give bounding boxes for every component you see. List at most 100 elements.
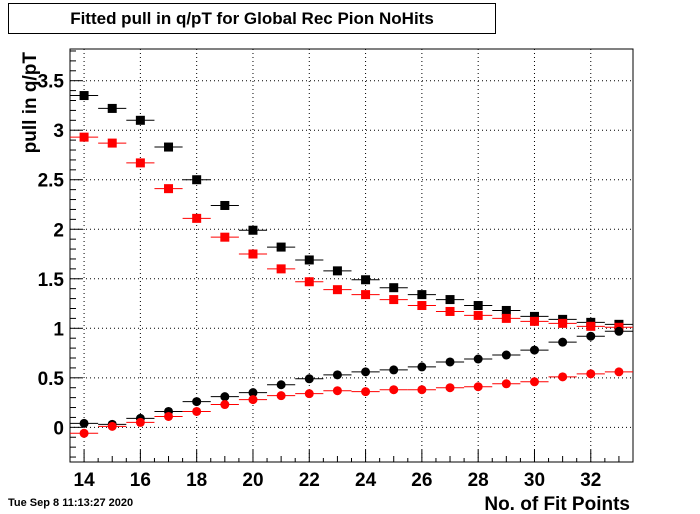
data-point-circle [473, 382, 483, 392]
data-point-square [248, 249, 258, 259]
data-point-square [473, 301, 483, 311]
plot-frame [69, 48, 634, 463]
data-point-square [501, 313, 511, 323]
data-point-circle [79, 428, 89, 438]
y-tick-label: 1 [53, 319, 64, 340]
chart-title-box: Fitted pull in q/pT for Global Rec Pion … [8, 3, 496, 34]
data-point-circle [107, 421, 117, 431]
data-point-circle [473, 354, 483, 364]
y-tick-label: 0.5 [38, 369, 65, 390]
y-tick-label: 3.5 [38, 72, 65, 93]
data-point-circle [248, 395, 258, 405]
data-point-square [304, 255, 314, 265]
data-point-circle [501, 350, 511, 360]
marker-layer [79, 91, 624, 438]
data-point-square [473, 310, 483, 320]
data-point-square [107, 103, 117, 113]
x-tick-label: 18 [186, 470, 207, 491]
data-point-circle [417, 385, 427, 395]
data-point-square [135, 158, 145, 168]
data-point-circle [332, 386, 342, 396]
data-point-square [558, 318, 568, 328]
data-point-circle [501, 379, 511, 389]
data-point-circle [276, 380, 286, 390]
data-point-circle [164, 411, 174, 421]
data-point-circle [276, 391, 286, 401]
data-point-square [501, 305, 511, 315]
data-point-circle [389, 385, 399, 395]
y-tick-label: 2.5 [38, 171, 65, 192]
data-point-circle [192, 406, 202, 416]
data-point-circle [361, 367, 371, 377]
data-point-square [220, 200, 230, 210]
y-tick-label: 2 [53, 220, 64, 241]
data-point-circle [586, 331, 596, 341]
x-tick-label: 30 [524, 470, 545, 491]
timestamp: Tue Sep 8 11:13:27 2020 [8, 497, 134, 509]
x-tick-labels: 14 16 18 20 22 24 26 28 30 32 [74, 470, 602, 491]
data-point-square [192, 175, 202, 185]
data-point-circle [614, 367, 624, 377]
x-tick-label: 26 [411, 470, 432, 491]
data-point-square [361, 290, 371, 300]
data-point-square [304, 277, 314, 287]
data-point-circle [558, 337, 568, 347]
y-tick-label: 1.5 [38, 270, 65, 291]
data-point-circle [445, 383, 455, 393]
data-point-circle [304, 389, 314, 399]
data-point-square [192, 213, 202, 223]
data-point-square [276, 242, 286, 252]
tick-layer [69, 50, 634, 462]
x-axis-title: No. of Fit Points [484, 494, 630, 514]
chart-title: Fitted pull in q/pT for Global Rec Pion … [70, 9, 434, 28]
data-point-square [417, 290, 427, 300]
data-point-circle [361, 387, 371, 397]
data-point-square [79, 132, 89, 142]
data-point-square [586, 321, 596, 331]
data-point-circle [79, 418, 89, 428]
data-point-circle [417, 362, 427, 372]
data-point-square [529, 311, 539, 321]
data-point-square [332, 285, 342, 295]
data-point-square [389, 295, 399, 305]
data-point-square [445, 306, 455, 316]
x-tick-label: 14 [74, 470, 96, 491]
data-point-circle [586, 369, 596, 379]
x-tick-label: 16 [130, 470, 151, 491]
data-point-square [248, 225, 258, 235]
data-point-square [276, 264, 286, 274]
data-point-square [389, 283, 399, 293]
data-point-circle [529, 377, 539, 387]
data-point-circle [192, 397, 202, 407]
data-point-circle [558, 372, 568, 382]
y-tick-label: 3 [53, 121, 64, 142]
data-point-square [79, 91, 89, 101]
data-point-square [107, 138, 117, 148]
x-tick-label: 22 [299, 470, 320, 491]
data-point-square [164, 184, 174, 194]
data-point-circle [332, 370, 342, 380]
x-tick-label: 28 [468, 470, 489, 491]
data-point-square [361, 275, 371, 285]
data-point-circle [529, 345, 539, 355]
data-point-square [135, 115, 145, 125]
y-tick-labels: 0 0.5 1 1.5 2 2.5 3 3.5 [38, 72, 65, 440]
data-point-circle [445, 357, 455, 367]
data-point-circle [220, 400, 230, 410]
data-point-square [332, 266, 342, 276]
data-point-circle [389, 365, 399, 375]
data-point-square [445, 295, 455, 305]
x-tick-label: 32 [580, 470, 601, 491]
x-tick-label: 20 [242, 470, 263, 491]
data-point-circle [135, 417, 145, 427]
data-point-circle [248, 388, 258, 398]
data-point-circle [304, 374, 314, 384]
x-tick-label: 24 [355, 470, 377, 491]
y-tick-label: 0 [53, 418, 64, 439]
data-point-square [220, 232, 230, 242]
data-point-square [164, 142, 174, 152]
y-axis-title: pull in q/pT [20, 52, 41, 154]
data-point-circle [614, 326, 624, 336]
data-point-square [417, 301, 427, 311]
